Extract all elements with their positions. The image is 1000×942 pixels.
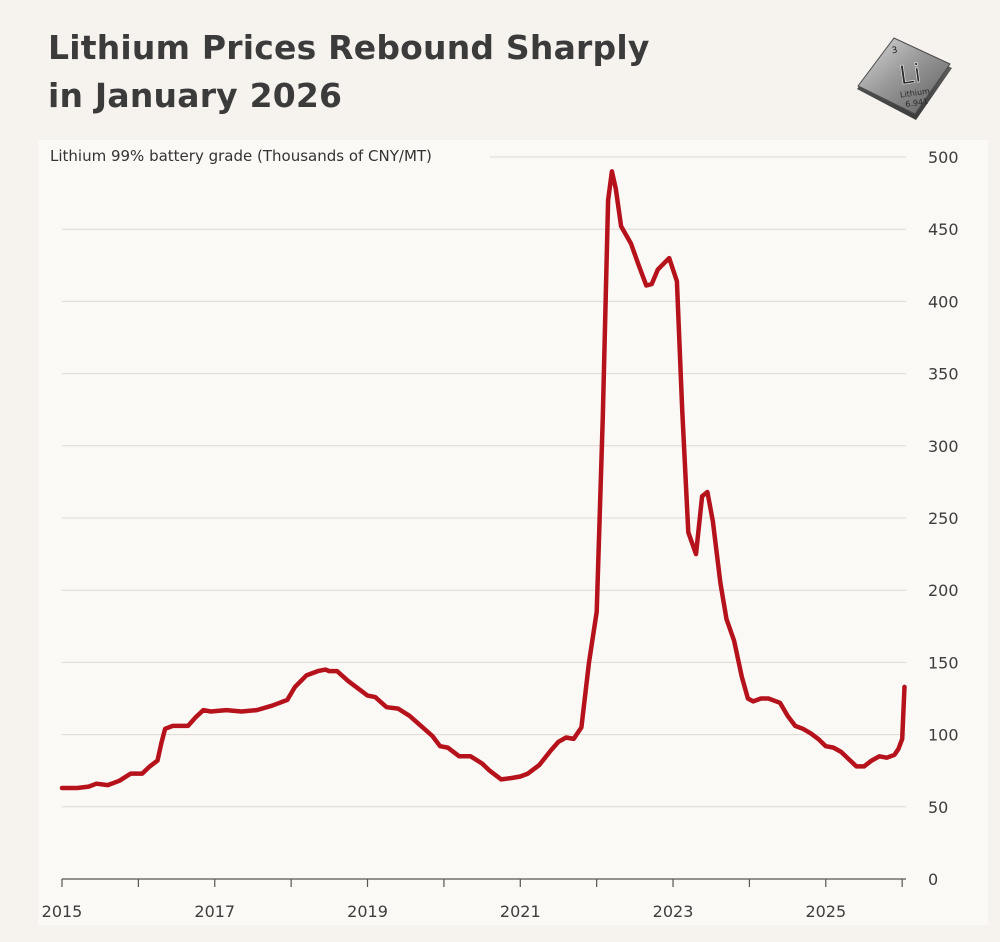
y-tick-label: 450 xyxy=(928,220,959,239)
x-tick-label: 2021 xyxy=(500,902,541,921)
chart-title-line-2: in January 2026 xyxy=(48,76,343,115)
x-axis: 2015 2017 2019 2021 2023 2025 xyxy=(42,879,903,921)
series-line-lithium-price xyxy=(59,169,907,791)
y-tick-label: 150 xyxy=(928,653,959,672)
chart-subtitle: Lithium 99% battery grade (Thousands of … xyxy=(50,147,432,165)
chart-title-line-1: Lithium Prices Rebound Sharply xyxy=(48,28,650,67)
x-tick-label: 2017 xyxy=(194,902,235,921)
series-group xyxy=(59,169,907,791)
y-tick-label: 100 xyxy=(928,726,959,745)
badge-atomic-number: 3 xyxy=(891,46,898,57)
plot-background xyxy=(38,140,988,925)
y-tick-label: 300 xyxy=(928,437,959,456)
chart-title: Lithium Prices Rebound Sharply in Januar… xyxy=(48,24,668,120)
y-tick-label: 500 xyxy=(928,148,959,167)
badge-symbol: Li xyxy=(897,59,923,92)
y-tick-label: 50 xyxy=(928,798,948,817)
y-axis: 0 50 100 150 200 250 300 350 400 450 500 xyxy=(928,148,959,889)
lithium-element-tile-icon: 3 Li Lithium 6.941 xyxy=(857,37,952,120)
x-tick-label: 2023 xyxy=(653,902,694,921)
y-tick-label: 250 xyxy=(928,509,959,528)
y-tick-label: 0 xyxy=(928,870,938,889)
y-tick-label: 350 xyxy=(928,365,959,384)
x-tick-label: 2025 xyxy=(805,902,846,921)
badge-mass: 6.941 xyxy=(905,97,929,109)
y-tick-label: 200 xyxy=(928,581,959,600)
x-tick-label: 2019 xyxy=(347,902,388,921)
badge-name: Lithium xyxy=(899,87,930,100)
y-grid xyxy=(62,156,906,880)
x-tick-label: 2015 xyxy=(42,902,83,921)
y-tick-label: 400 xyxy=(928,292,959,311)
